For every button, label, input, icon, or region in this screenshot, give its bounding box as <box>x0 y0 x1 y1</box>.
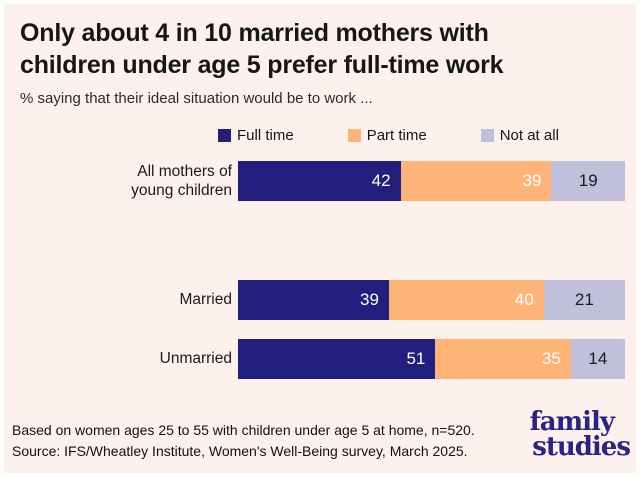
bar-segment-not-at-all: 19 <box>551 161 625 201</box>
legend-label: Part time <box>366 127 427 144</box>
chart-header: Only about 4 in 10 married mothers with … <box>20 18 620 107</box>
bar-segment-not-at-all: 14 <box>570 339 625 379</box>
legend-item-part-time: Part time <box>347 127 427 144</box>
chart-title: Only about 4 in 10 married mothers with … <box>20 19 504 79</box>
bar-value-label: 42 <box>371 171 391 190</box>
bar-segment-full-time: 42 <box>238 161 401 201</box>
legend-label: Full time <box>237 127 294 144</box>
category-label: Married <box>179 291 232 309</box>
stacked-bar: 39 40 21 <box>238 280 625 320</box>
bar-value-label: 14 <box>588 349 608 368</box>
legend-swatch-not-at-all <box>480 129 494 142</box>
bar-row-unmarried: Unmarried 51 35 14 <box>4 339 636 379</box>
chart-legend: Full time Part time Not at all <box>218 127 559 144</box>
bar-segment-part-time: 35 <box>435 339 571 379</box>
footnote-line-1: Based on women ages 25 to 55 with childr… <box>12 422 475 438</box>
bar-value-label: 35 <box>541 349 561 368</box>
bar-value-label: 40 <box>514 290 534 309</box>
bar-value-label: 39 <box>522 171 542 190</box>
legend-item-not-at-all: Not at all <box>480 127 559 144</box>
bar-segment-not-at-all: 21 <box>543 280 625 320</box>
bar-segment-part-time: 39 <box>400 161 552 201</box>
legend-item-full-time: Full time <box>218 127 294 144</box>
bar-value-label: 39 <box>360 290 379 309</box>
stacked-bar: 51 35 14 <box>238 339 625 379</box>
legend-swatch-part-time <box>347 129 361 142</box>
category-label: All mothers of young children <box>131 162 232 199</box>
category-label: Unmarried <box>159 350 232 368</box>
logo-word-family: family <box>529 407 615 437</box>
footnote-line-2: Source: IFS/Wheatley Institute, Women's … <box>12 443 468 459</box>
logo-word-studies: studies <box>532 432 631 462</box>
bar-row-all-mothers-of-young-children: All mothers of young children 42 39 19 <box>4 161 636 201</box>
stacked-bar-chart: All mothers of young children 42 39 19 Marri… <box>4 4 636 473</box>
bar-value-label: 21 <box>574 290 594 309</box>
bar-segment-full-time: 51 <box>238 339 436 379</box>
family-studies-logo: family studies <box>529 407 631 462</box>
bar-segment-part-time: 40 <box>388 280 544 320</box>
chart-subtitle: % saying that their ideal situation woul… <box>20 90 373 107</box>
legend-label: Not at all <box>499 127 559 144</box>
bar-value-label: 19 <box>578 171 598 190</box>
bar-row-married: Married 39 40 21 <box>4 280 636 320</box>
legend-swatch-full-time <box>218 129 231 142</box>
chart-footnote: Based on women ages 25 to 55 with childr… <box>12 420 475 462</box>
bar-segment-full-time: 39 <box>238 280 389 320</box>
stacked-bar: 42 39 19 <box>238 161 625 201</box>
bar-value-label: 51 <box>406 349 426 368</box>
